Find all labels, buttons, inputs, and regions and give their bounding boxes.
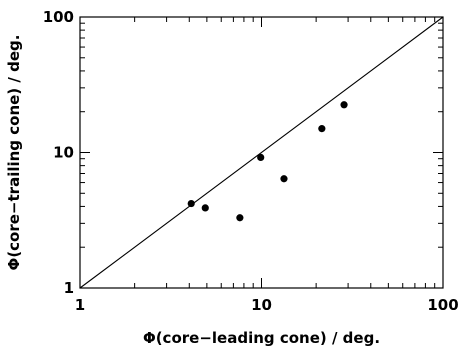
reference-line (79, 16, 444, 289)
data-points (187, 101, 348, 222)
y-tick-label: 10 (53, 144, 74, 162)
x-tick-label: 10 (251, 296, 272, 314)
data-point (201, 204, 209, 212)
data-point (280, 175, 288, 183)
y-axis-label: Φ(core−trailing cone) / deg. (5, 35, 23, 271)
data-point (187, 199, 195, 208)
x-tick-label: 100 (427, 296, 458, 314)
x-tick-label: 1 (75, 296, 85, 314)
data-point (236, 214, 244, 222)
y-tick-label: 100 (43, 8, 74, 26)
data-point (318, 125, 326, 133)
reference-line-group (79, 16, 444, 289)
y-tick-label: 1 (64, 279, 74, 297)
x-axis-label: Φ(core−leading cone) / deg. (143, 329, 380, 347)
y-tick-labels: 1 10 100 (43, 8, 74, 297)
data-point (257, 153, 265, 162)
axis-ticks (79, 16, 444, 289)
data-point (340, 101, 348, 109)
x-tick-labels: 1 10 100 (75, 296, 459, 314)
